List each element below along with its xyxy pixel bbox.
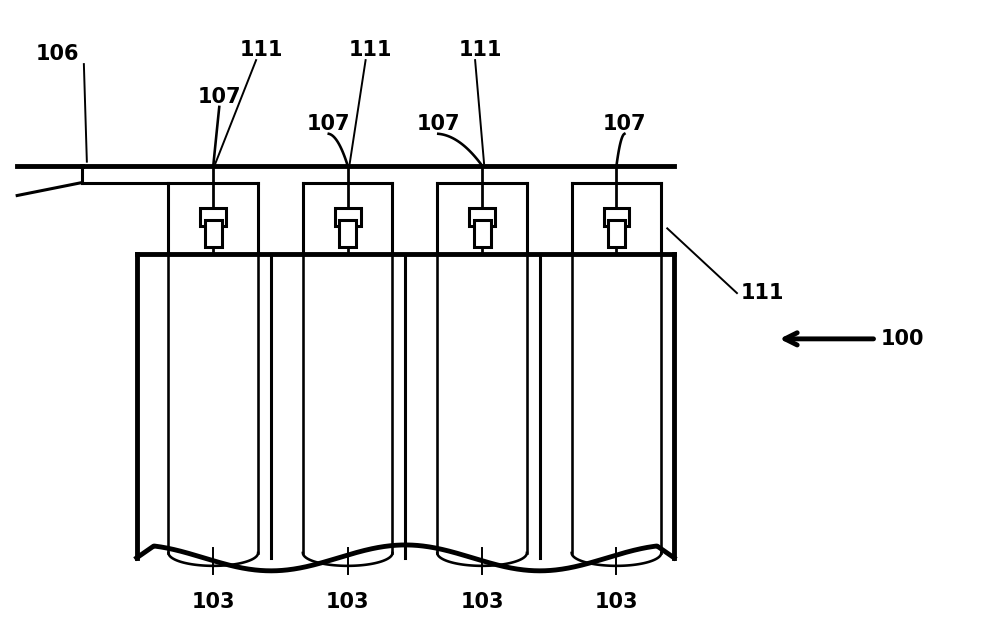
Bar <box>604 207 629 227</box>
Text: 103: 103 <box>460 592 504 612</box>
Bar <box>474 220 491 247</box>
Text: 111: 111 <box>458 40 502 60</box>
Text: 107: 107 <box>417 114 460 134</box>
Text: 103: 103 <box>326 592 369 612</box>
Bar <box>608 220 625 247</box>
Text: 111: 111 <box>239 40 283 60</box>
Text: 111: 111 <box>349 40 392 60</box>
Text: 103: 103 <box>192 592 235 612</box>
Text: 111: 111 <box>741 283 784 303</box>
Bar <box>335 207 361 227</box>
Text: 107: 107 <box>307 114 351 134</box>
Bar <box>205 220 222 247</box>
Text: 107: 107 <box>603 114 646 134</box>
Bar <box>200 207 226 227</box>
Text: 100: 100 <box>880 329 924 349</box>
Text: 106: 106 <box>35 44 79 64</box>
Bar <box>469 207 495 227</box>
Text: 107: 107 <box>198 87 241 107</box>
Bar <box>339 220 356 247</box>
Text: 103: 103 <box>595 592 638 612</box>
